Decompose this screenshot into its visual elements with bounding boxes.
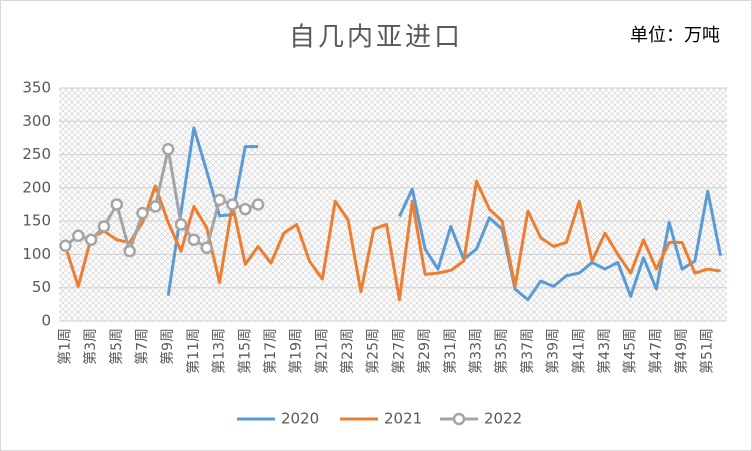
x-tick-label: 第39周 — [545, 328, 562, 374]
x-tick-label: 第9周 — [159, 328, 176, 365]
y-tick-label: 200 — [22, 178, 51, 196]
series-marker — [200, 241, 213, 255]
series-marker — [161, 142, 175, 156]
x-tick-label: 第37周 — [519, 328, 536, 374]
series-marker — [72, 229, 85, 243]
x-tick-label: 第43周 — [596, 328, 613, 374]
x-tick-label: 第7周 — [134, 328, 151, 365]
x-tick-label: 第25周 — [365, 328, 382, 374]
series-marker — [123, 244, 136, 258]
series-marker — [251, 198, 265, 211]
series-line — [64, 147, 259, 253]
x-tick-label: 第1周 — [56, 328, 73, 365]
series-line — [166, 126, 723, 302]
series-marker — [174, 218, 188, 231]
x-tick-label: 第17周 — [262, 328, 279, 374]
legend-marker — [452, 412, 466, 426]
x-tick-label: 第29周 — [416, 328, 433, 374]
x-tick-label: 第15周 — [236, 328, 253, 374]
x-tick-label: 第35周 — [493, 328, 510, 374]
x-tick-label: 第31周 — [442, 328, 459, 374]
y-tick-label: 150 — [22, 212, 51, 230]
legend-label: 2021 — [384, 410, 422, 428]
series-marker — [59, 239, 72, 253]
x-tick-label: 第19周 — [288, 328, 305, 374]
x-tick-label: 第41周 — [570, 328, 587, 374]
y-tick-label: 100 — [22, 245, 51, 263]
x-tick-label: 第11周 — [185, 328, 202, 374]
y-tick-label: 0 — [41, 312, 51, 330]
x-tick-label: 第27周 — [390, 328, 407, 374]
series-marker — [110, 198, 124, 211]
x-tick-label: 第23周 — [339, 328, 356, 374]
x-tick-label: 第51周 — [699, 328, 716, 374]
x-tick-label: 第13周 — [211, 328, 228, 374]
x-tick-label: 第5周 — [108, 328, 125, 365]
x-tick-label: 第3周 — [82, 328, 99, 365]
series-marker — [149, 200, 162, 213]
x-tick-label: 第47周 — [647, 328, 664, 374]
chart-title: 自几内亚进口 — [289, 23, 463, 53]
series-marker — [226, 198, 239, 211]
y-tick-label: 350 — [22, 79, 51, 97]
series-marker — [187, 233, 201, 247]
series-marker — [84, 233, 98, 247]
series-marker — [239, 202, 252, 216]
y-tick-label: 50 — [32, 278, 51, 296]
series-marker — [97, 220, 111, 233]
x-tick-label: 第49周 — [673, 328, 690, 374]
series-marker — [136, 206, 149, 220]
x-tick-label: 第33周 — [468, 328, 485, 374]
series-line — [63, 179, 721, 302]
x-tick-label: 第21周 — [313, 328, 330, 374]
y-tick-label: 300 — [22, 112, 51, 130]
y-tick-label: 250 — [22, 145, 51, 163]
series-marker — [213, 193, 226, 207]
legend-label: 2022 — [484, 410, 522, 428]
legend-label: 2020 — [281, 410, 319, 428]
x-tick-label: 第45周 — [622, 328, 639, 374]
unit-annotation: 单位：万吨 — [630, 25, 720, 46]
